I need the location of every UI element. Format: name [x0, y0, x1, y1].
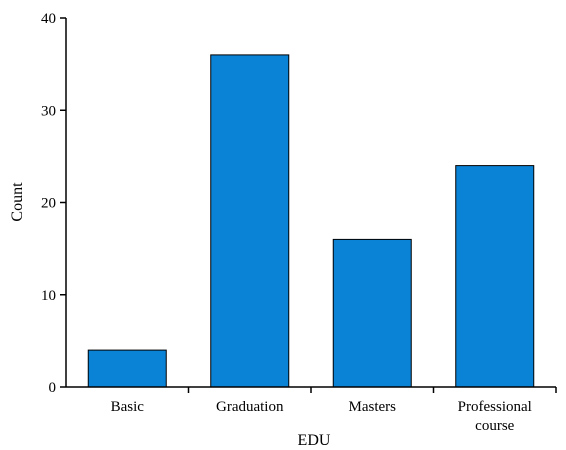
y-tick-label: 0 [49, 380, 57, 396]
plot-area [87, 54, 535, 388]
y-tick-label: 10 [41, 288, 56, 304]
x-axis-title: EDU [298, 432, 331, 449]
y-tick-label: 30 [41, 103, 56, 119]
bar [455, 165, 535, 388]
bar [332, 238, 412, 388]
y-tick-label: 40 [41, 11, 56, 27]
bar [210, 54, 290, 388]
y-tick-label: 20 [41, 196, 56, 212]
x-tick-label: Graduation [216, 399, 284, 415]
y-axis: 0 10 20 30 40 [41, 11, 67, 396]
x-axis: Basic Graduation Masters Professional course [66, 386, 557, 434]
x-tick-label: Basic [111, 399, 145, 415]
y-axis-title: Count [9, 182, 26, 222]
bar [87, 349, 167, 388]
x-tick-label: Professional course [458, 399, 532, 434]
x-tick-label: Masters [349, 399, 397, 415]
